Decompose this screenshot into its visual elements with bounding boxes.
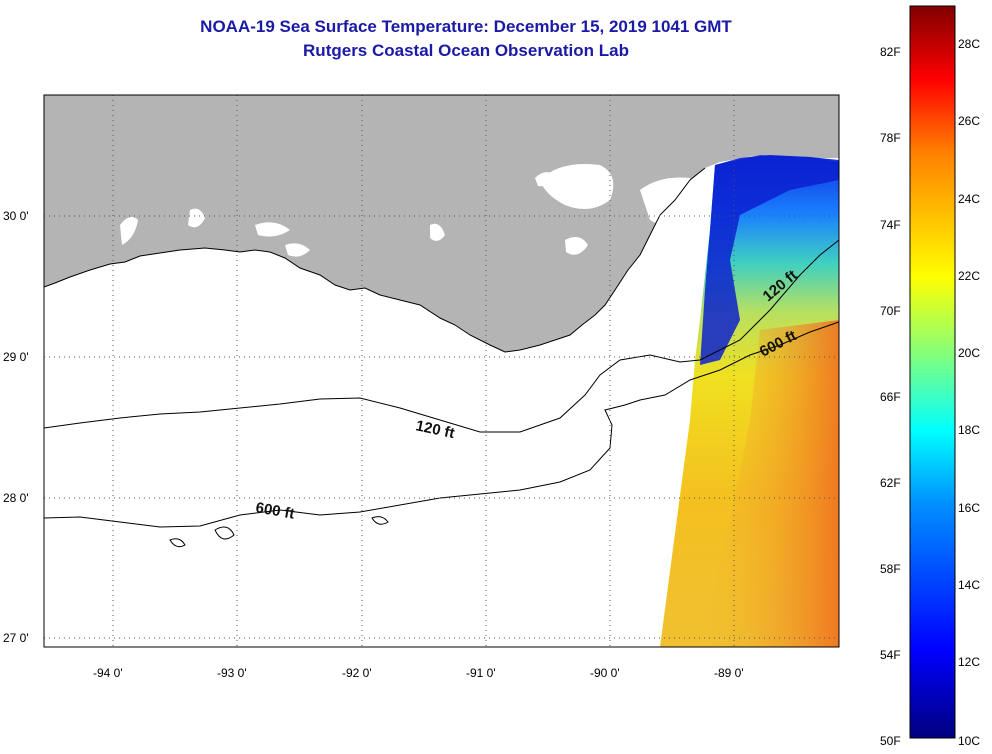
colorbar-f-label: 78F xyxy=(880,131,901,145)
map-title: NOAA-19 Sea Surface Temperature: Decembe… xyxy=(200,17,732,36)
lat-label-30: 30 0' xyxy=(3,209,29,223)
land-area xyxy=(44,95,839,352)
colorbar-f-label: 50F xyxy=(880,734,901,748)
colorbar-c-label: 16C xyxy=(958,501,980,515)
colorbar-f-label: 54F xyxy=(880,648,901,662)
colorbar-c-label: 18C xyxy=(958,423,980,437)
colorbar-f-label: 82F xyxy=(880,45,901,59)
colorbar-c-label: 12C xyxy=(958,655,980,669)
colorbar-c-label: 14C xyxy=(958,578,980,592)
lon-label-91: -91 0' xyxy=(466,666,496,680)
map-subtitle: Rutgers Coastal Ocean Observation Lab xyxy=(303,41,629,60)
colorbar-f-label: 62F xyxy=(880,476,901,490)
lon-label-93: -93 0' xyxy=(217,666,247,680)
colorbar-f-label: 58F xyxy=(880,562,901,576)
lon-label-92: -92 0' xyxy=(342,666,372,680)
colorbar-c-label: 28C xyxy=(958,37,980,51)
lon-label-90: -90 0' xyxy=(590,666,620,680)
contour-120ft xyxy=(44,239,839,433)
colorbar xyxy=(909,5,956,739)
colorbar-c-label: 10C xyxy=(958,734,980,748)
colorbar-f-label: 74F xyxy=(880,218,901,232)
contour-600ft xyxy=(44,321,839,528)
contour-label-600ft-west: 600 ft xyxy=(254,499,296,523)
colorbar-c-label: 24C xyxy=(958,192,980,206)
lat-label-27: 27 0' xyxy=(3,631,29,645)
colorbar-c-label: 26C xyxy=(958,114,980,128)
colorbar-c-label: 20C xyxy=(958,346,980,360)
colorbar-f-label: 66F xyxy=(880,390,901,404)
lon-label-89: -89 0' xyxy=(714,666,744,680)
colorbar-c-label: 22C xyxy=(958,269,980,283)
lat-label-29: 29 0' xyxy=(3,350,29,364)
lat-label-28: 28 0' xyxy=(3,491,29,505)
graticule xyxy=(44,95,839,647)
lon-label-94: -94 0' xyxy=(93,666,123,680)
colorbar-f-label: 70F xyxy=(880,304,901,318)
